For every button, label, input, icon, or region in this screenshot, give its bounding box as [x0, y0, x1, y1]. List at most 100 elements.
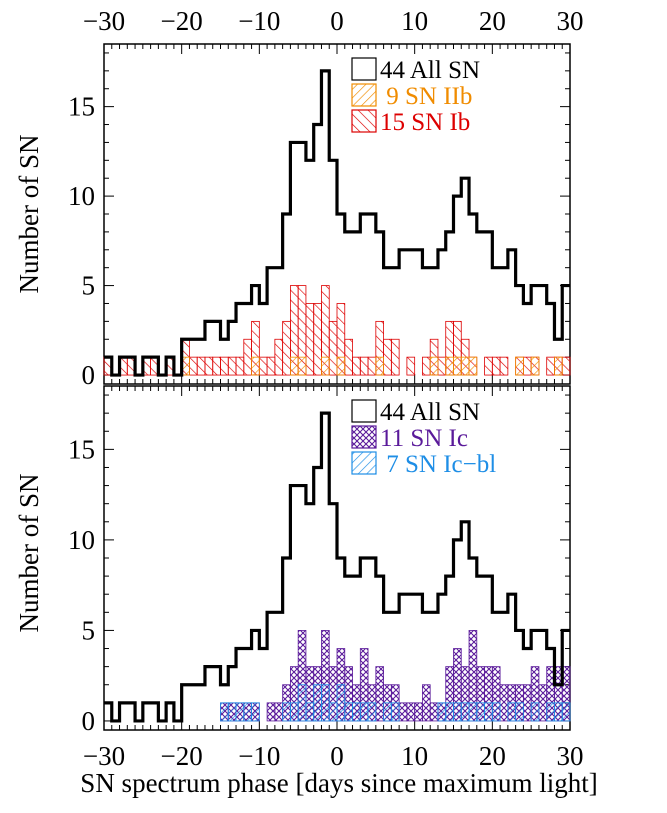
histogram-bar — [383, 702, 392, 722]
histogram-bar — [344, 702, 353, 722]
histogram-bar — [546, 356, 555, 376]
histogram-bar — [367, 356, 377, 376]
histogram-bar — [546, 702, 555, 722]
histogram-bar — [445, 356, 454, 376]
histogram-bar — [258, 356, 268, 376]
histogram-bar — [515, 356, 524, 376]
histogram-bar — [328, 320, 338, 376]
top-x-tick-labels: −30 −20 −10 0 10 20 30 — [83, 6, 584, 36]
x-tick-label: −20 — [161, 6, 203, 36]
legend-label: 44 All SN — [380, 399, 480, 426]
histogram-bar — [313, 303, 322, 376]
legend-swatch — [351, 425, 377, 449]
histogram-bar — [422, 356, 431, 376]
histogram-bar — [507, 702, 517, 722]
x-axis-label: SN spectrum phase [days since maximum li… — [80, 768, 597, 798]
histogram-bar — [523, 356, 532, 376]
histogram-bar — [313, 684, 322, 722]
series-2 — [181, 356, 563, 376]
histogram-bar — [243, 338, 252, 376]
histogram-bar — [453, 356, 462, 376]
histogram-bar — [530, 702, 540, 722]
all-sn-outline — [104, 411, 570, 723]
histogram-bar — [491, 702, 501, 722]
histogram-bar — [523, 684, 532, 722]
series-1 — [103, 285, 571, 376]
legend-label: 7 SN Ic−bl — [380, 451, 496, 478]
histogram-bar — [336, 356, 346, 376]
x-tick-label: −10 — [238, 6, 280, 36]
x-tick-label: −10 — [238, 741, 280, 771]
legend-swatch — [351, 399, 377, 423]
legend-label: 44 All SN — [380, 57, 480, 84]
histogram-bar — [359, 702, 369, 722]
histogram-bar — [375, 666, 385, 722]
histogram-bar — [383, 338, 392, 376]
legend-label: 9 SN IIb — [380, 83, 472, 110]
histogram-bar — [530, 356, 540, 376]
histogram-bar — [189, 356, 198, 376]
x-tick-label: −30 — [83, 741, 125, 771]
panel-top: −30 −20 −10 0 10 20 30 0 5 10 15 Number of SN 44 … — [14, 6, 584, 390]
histogram-bar — [274, 338, 284, 376]
histogram-bar — [437, 702, 447, 722]
histogram-bar — [499, 356, 509, 376]
histogram-bar — [251, 702, 260, 722]
y-tick-label: 5 — [82, 615, 96, 645]
histogram-bar — [243, 702, 252, 722]
histogram-bar — [491, 356, 501, 376]
histogram-bar — [266, 702, 276, 722]
series-2 — [220, 684, 571, 722]
panel-bottom: −30 −20 −10 0 10 20 30 0 5 10 15 Number of SN SN … — [14, 385, 598, 798]
histogram-bar — [235, 356, 245, 376]
histogram-bar — [251, 356, 260, 376]
histogram-bar — [561, 356, 571, 376]
legend-swatch — [351, 451, 377, 475]
histogram-bar — [367, 702, 377, 722]
histogram-bar — [220, 356, 229, 376]
y-tick-label: 0 — [82, 360, 96, 390]
histogram-bar — [212, 356, 221, 376]
histogram-bar — [468, 702, 478, 722]
histogram-bar — [414, 702, 423, 722]
x-tick-label: 30 — [557, 741, 584, 771]
y-tick-label: 15 — [68, 434, 95, 464]
histogram-bar — [297, 356, 307, 376]
histogram-bar — [429, 702, 439, 722]
histogram-bar — [390, 338, 400, 376]
histogram-bar — [554, 702, 563, 722]
histogram-bar — [289, 356, 299, 376]
histogram-bar — [359, 356, 369, 376]
y-tick-label: 5 — [82, 271, 96, 301]
histogram-bar — [476, 702, 485, 722]
legend-swatch — [351, 57, 377, 81]
histogram-bar — [266, 356, 276, 376]
y-tick-label: 10 — [68, 181, 95, 211]
histogram-bar — [445, 702, 454, 722]
histogram-bar — [422, 684, 431, 722]
y-tick-label: 10 — [68, 525, 95, 555]
histogram-bar — [227, 702, 237, 722]
y-tick-label: 15 — [68, 92, 95, 122]
histogram-bar — [375, 356, 385, 376]
x-tick-label: −30 — [83, 6, 125, 36]
histogram-bar — [328, 702, 338, 722]
histogram-bar — [499, 684, 509, 722]
histogram-bar — [484, 702, 493, 722]
histogram-bar — [227, 356, 237, 376]
histogram-bar — [554, 356, 563, 376]
histogram-bar — [282, 320, 291, 376]
histogram-bar — [274, 702, 284, 722]
y-axis-label: Number of SN — [14, 474, 44, 633]
legend-label: 15 SN Ib — [380, 109, 470, 136]
histogram-bar — [453, 702, 462, 722]
x-tick-labels: −30 −20 −10 0 10 20 30 — [83, 741, 584, 771]
axis-ticks — [103, 44, 571, 384]
histogram-bar — [352, 356, 361, 376]
histogram-bar — [204, 356, 214, 376]
histogram-bar — [468, 356, 478, 376]
histogram-bar — [321, 356, 330, 376]
x-tick-label: 20 — [479, 741, 506, 771]
